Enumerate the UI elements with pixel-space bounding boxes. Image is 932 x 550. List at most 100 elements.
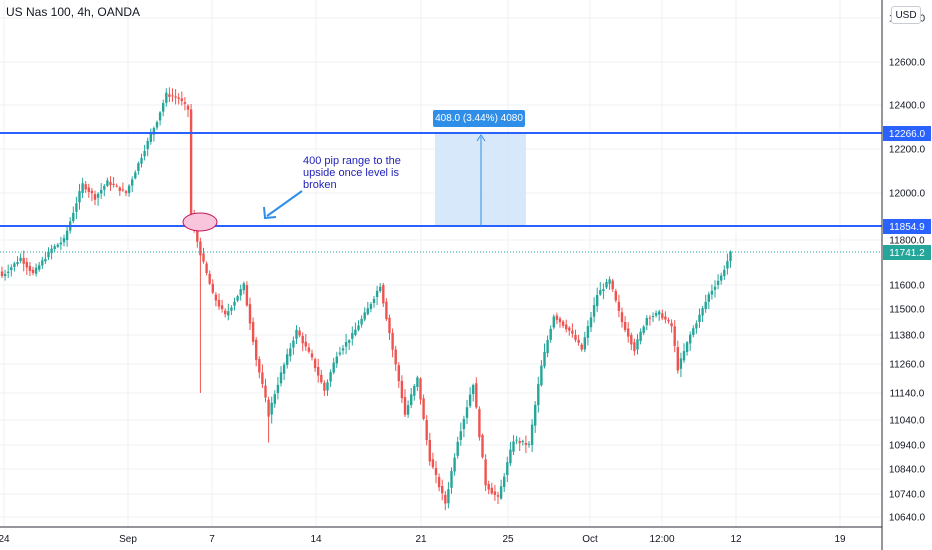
annotation-arrow-head	[263, 206, 277, 220]
candles	[0, 87, 732, 511]
candle-body	[403, 397, 407, 415]
currency-button[interactable]: USD	[891, 6, 921, 24]
candle-body	[3, 274, 7, 276]
candle-body	[667, 319, 670, 322]
annotation-line-3: broken	[303, 179, 337, 191]
candle-body	[664, 316, 667, 320]
candle-body	[31, 269, 35, 274]
candle-body	[555, 315, 559, 320]
breakout-ellipse	[182, 212, 218, 232]
candle-body	[19, 257, 22, 261]
candle-body	[7, 271, 10, 273]
candle-body	[289, 348, 292, 357]
candle-body	[614, 291, 617, 301]
candle-body	[239, 289, 242, 296]
candle-body	[716, 280, 720, 285]
time-tick-label: 19	[834, 534, 846, 545]
candle-body	[673, 326, 676, 346]
candle-body	[96, 193, 100, 198]
candle-body	[444, 494, 447, 504]
price-tick-label: 11380.0	[889, 331, 925, 342]
candle-body	[512, 441, 515, 452]
candle-body	[552, 316, 555, 328]
candle-body	[56, 244, 59, 247]
candle-body	[137, 163, 140, 171]
annotation-text[interactable]: 400 pip range to the upside once level i…	[303, 155, 423, 191]
candle-body	[453, 457, 456, 472]
candle-body	[509, 449, 512, 464]
candle-body	[100, 189, 103, 194]
price-tick-label: 10740.0	[889, 490, 926, 501]
candle-body	[602, 289, 605, 291]
candle-body	[592, 305, 596, 317]
candle-body	[568, 327, 571, 331]
candle-body	[124, 191, 128, 194]
candle-body	[214, 294, 218, 301]
candle-body	[351, 333, 354, 339]
candle-body	[698, 314, 701, 322]
candle-body	[211, 283, 214, 293]
time-tick-label: 12	[730, 534, 742, 545]
candle-body	[630, 335, 633, 345]
price-axis-labels: 12800.012600.012400.012200.012000.011800…	[889, 14, 926, 524]
candle-body	[251, 322, 255, 342]
time-tick-label: 7	[209, 534, 215, 545]
candle-body	[62, 238, 66, 243]
candle-body	[394, 349, 397, 365]
candle-body	[326, 382, 329, 391]
candle-body	[25, 261, 28, 268]
candle-body	[406, 405, 410, 415]
candle-body	[481, 435, 484, 458]
candle-body	[574, 335, 577, 340]
price-tick-label: 10940.0	[889, 441, 926, 452]
candle-body	[282, 364, 286, 374]
candle-body	[53, 246, 56, 249]
price-axis-panel[interactable]	[882, 0, 932, 550]
candle-body	[301, 335, 304, 344]
candle-body	[140, 157, 143, 164]
candle-body	[642, 326, 645, 333]
candle-body	[41, 260, 44, 266]
candle-body	[44, 258, 47, 262]
candle-body	[171, 95, 174, 97]
candle-body	[279, 372, 283, 384]
candle-body	[369, 304, 373, 309]
candle-body	[149, 133, 152, 142]
candle-body	[155, 122, 159, 128]
candle-body	[459, 431, 462, 440]
candle-body	[400, 380, 404, 399]
candle-body	[530, 424, 534, 445]
candle-body	[437, 477, 441, 488]
time-tick-label: Sep	[119, 534, 137, 545]
candle-body	[627, 328, 630, 337]
candle-body	[379, 286, 382, 291]
candle-body	[298, 330, 301, 336]
candle-body	[134, 172, 137, 179]
candle-body	[462, 419, 466, 429]
candle-body	[224, 310, 227, 315]
candle-body	[313, 359, 317, 369]
price-tick-label: 11800.0	[889, 236, 925, 247]
candle-body	[518, 441, 521, 444]
candle-body	[47, 251, 50, 258]
candle-body	[202, 253, 205, 262]
candle-body	[304, 341, 307, 347]
candle-body	[270, 402, 273, 415]
candle-body	[534, 404, 537, 426]
candle-body	[162, 103, 165, 112]
candle-body	[611, 280, 614, 290]
candle-body	[196, 229, 199, 242]
candle-body	[233, 301, 236, 306]
candle-body	[329, 372, 332, 382]
candle-body	[366, 308, 369, 315]
price-tick-label: 11040.0	[889, 416, 925, 427]
time-tick-label: 12:00	[649, 534, 674, 545]
candle-body	[348, 340, 351, 343]
candle-body	[726, 261, 729, 269]
candle-body	[93, 194, 97, 200]
candle-body	[177, 97, 180, 99]
candle-body	[651, 316, 655, 318]
candle-body	[28, 265, 32, 272]
candle-body	[648, 317, 652, 319]
